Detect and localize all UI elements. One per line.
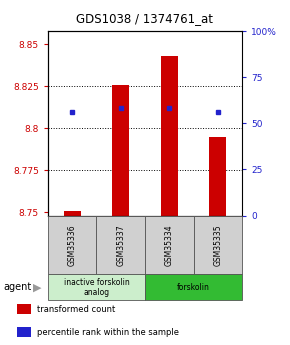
Bar	[48, 216, 96, 274]
Text: GSM35336: GSM35336	[68, 224, 77, 266]
Text: GDS1038 / 1374761_at: GDS1038 / 1374761_at	[77, 12, 213, 25]
Text: transformed count: transformed count	[37, 305, 115, 314]
Text: inactive forskolin
analog: inactive forskolin analog	[64, 277, 129, 297]
Bar	[64, 210, 81, 216]
Text: agent: agent	[3, 282, 31, 292]
Text: GSM35334: GSM35334	[165, 224, 174, 266]
Text: GSM35335: GSM35335	[213, 224, 222, 266]
Bar	[96, 216, 145, 274]
Bar	[209, 137, 226, 216]
Text: forskolin: forskolin	[177, 283, 210, 292]
Text: percentile rank within the sample: percentile rank within the sample	[37, 328, 179, 337]
Bar	[112, 85, 129, 216]
Text: GSM35337: GSM35337	[116, 224, 125, 266]
Bar	[161, 56, 178, 216]
Text: ▶: ▶	[33, 282, 42, 292]
Bar	[48, 274, 145, 300]
Bar	[145, 274, 242, 300]
Bar	[17, 304, 31, 314]
Bar	[145, 216, 194, 274]
Bar	[17, 327, 31, 337]
Bar	[194, 216, 242, 274]
